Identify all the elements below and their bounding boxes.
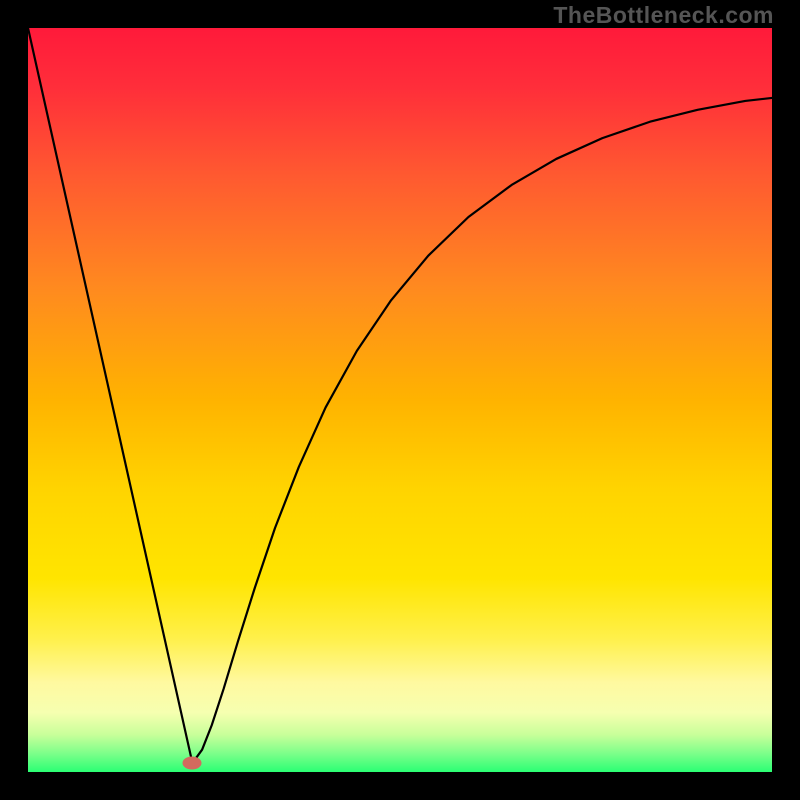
chart-minimum-marker: [183, 757, 202, 770]
chart-svg: [28, 28, 772, 772]
chart-background: [28, 28, 772, 772]
watermark-text: TheBottleneck.com: [553, 2, 774, 29]
chart-plot-area: [28, 28, 772, 772]
